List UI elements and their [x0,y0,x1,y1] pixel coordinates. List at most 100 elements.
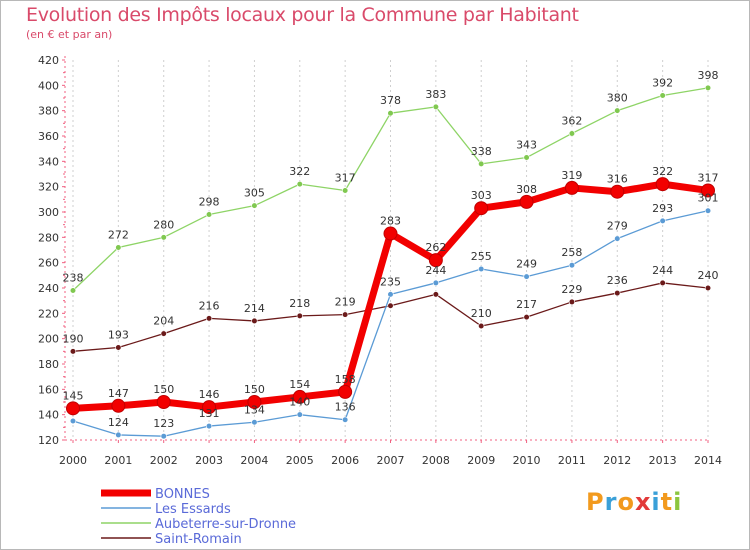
data-point [701,183,715,198]
data-label: 378 [380,94,401,107]
data-label: 240 [698,269,719,282]
data-label: 146 [199,388,220,401]
data-label: 236 [607,274,628,287]
data-label: 317 [335,171,356,184]
data-point [160,234,167,241]
chart-title: Evolution des Impôts locaux pour la Comm… [26,4,579,26]
data-label: 262 [425,241,446,254]
data-point [610,184,625,199]
data-point [704,84,712,91]
legend-label: Les Essards [155,502,231,517]
x-tick-label: 2012 [603,454,631,467]
data-label: 301 [698,192,719,205]
x-tick-label: 2011 [558,454,586,467]
data-point [69,417,77,425]
data-point [478,265,485,273]
data-point [251,202,258,209]
logo-letter: i [651,488,661,516]
data-label: 150 [244,383,265,396]
legend-label: Aubeterre-sur-Dronne [155,517,296,532]
data-point [338,384,353,399]
data-label: 216 [199,299,220,312]
data-label: 131 [199,407,220,420]
data-point [704,207,712,214]
data-point [202,400,217,415]
data-point [342,187,349,194]
data-point [296,312,303,319]
data-point [296,181,303,188]
data-point [432,103,439,110]
y-tick-label: 300 [38,206,59,219]
data-label: 134 [244,403,265,416]
x-tick-label: 2003 [195,454,223,467]
data-point [519,194,534,209]
data-point [160,433,167,440]
x-tick-label: 2004 [240,454,268,467]
data-point [115,431,122,439]
data-label: 244 [652,264,673,277]
data-point [474,201,489,216]
data-point [387,291,394,298]
y-tick-label: 360 [38,130,59,143]
data-point [292,389,307,404]
y-tick-label: 120 [38,434,59,447]
data-point [247,395,262,409]
data-label: 279 [607,220,628,233]
data-point [205,422,213,430]
data-label: 145 [63,389,84,402]
x-tick-label: 2000 [59,454,87,467]
data-point [432,291,439,298]
logo-letter: o [617,488,635,516]
y-tick-label: 240 [38,282,59,295]
y-tick-label: 320 [38,181,59,194]
x-tick-label: 2002 [150,454,178,467]
data-label: 298 [199,196,220,209]
data-point [614,289,621,297]
x-tick-label: 2014 [694,454,722,467]
logo-letter: P [586,488,605,516]
data-label: 343 [516,139,537,152]
data-label: 136 [335,401,356,414]
x-tick-label: 2010 [513,454,541,467]
data-label: 150 [153,383,174,396]
y-tick-label: 380 [38,105,59,118]
legend-label: Saint-Romain [155,532,242,547]
data-label: 210 [471,307,492,320]
y-tick-label: 280 [38,231,59,244]
data-label: 154 [289,378,310,391]
y-tick-label: 260 [38,257,59,270]
data-label: 204 [153,315,174,328]
data-point [659,92,666,99]
data-point [111,398,126,413]
data-point [428,253,443,268]
logo-letter: x [634,488,652,516]
data-label: 258 [561,246,582,259]
logo-letter: t [660,488,674,516]
data-label: 218 [289,297,310,310]
data-label: 383 [425,88,446,101]
data-label: 305 [244,187,265,200]
data-label: 319 [561,169,582,182]
x-tick-label: 2007 [377,454,405,467]
proxiti-logo: Proxiti [586,488,682,516]
y-tick-label: 180 [38,358,59,371]
logo-letter: i [673,488,683,516]
x-tick-label: 2001 [104,454,132,467]
data-label: 283 [380,215,401,228]
data-label: 362 [561,114,582,127]
data-label: 158 [335,373,356,386]
data-label: 338 [471,145,492,158]
data-point [69,287,77,294]
data-point [432,279,439,287]
data-point [704,284,712,292]
data-label: 238 [63,272,84,285]
data-label: 140 [289,396,310,409]
data-label: 249 [516,258,537,271]
data-point [523,273,530,280]
data-point [478,322,485,330]
data-label: 280 [153,218,174,231]
y-tick-label: 160 [38,383,59,396]
data-point [387,110,394,117]
data-point [205,211,213,218]
data-point [69,348,77,355]
